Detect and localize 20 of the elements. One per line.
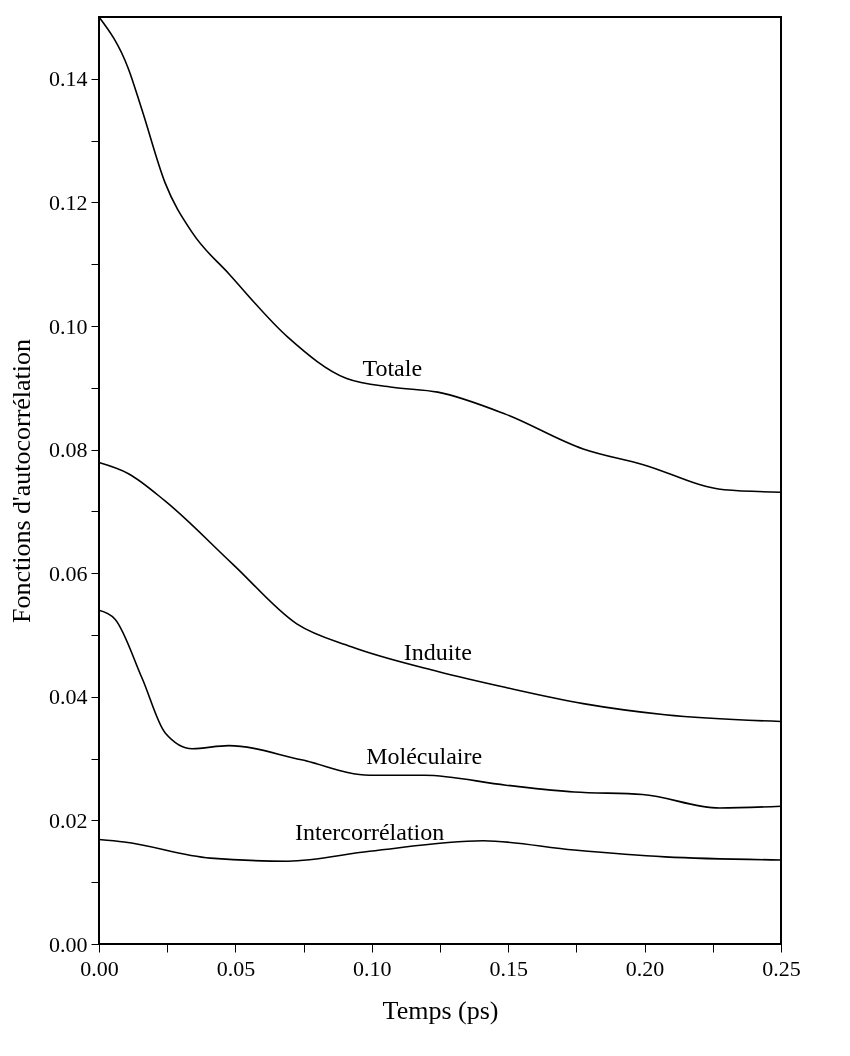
y-tick-label: 0.12 bbox=[49, 189, 88, 215]
series-label: Moléculaire bbox=[366, 743, 483, 770]
y-tick-label: 0.00 bbox=[49, 931, 88, 957]
x-tick-label: 0.00 bbox=[80, 955, 119, 981]
y-tick-label: 0.14 bbox=[49, 66, 88, 92]
x-tick-label: 0.05 bbox=[216, 955, 256, 981]
y-tick-label: 0.02 bbox=[49, 807, 88, 833]
series-label: Induite bbox=[403, 639, 472, 666]
y-tick-label: 0.08 bbox=[49, 437, 88, 463]
y-tick-label: 0.06 bbox=[49, 560, 88, 586]
y-tick-label: 0.10 bbox=[49, 313, 88, 339]
x-tick-label: 0.20 bbox=[625, 955, 665, 981]
series-label: Intercorrélation bbox=[294, 819, 445, 846]
series-label: Totale bbox=[362, 355, 423, 382]
x-tick-label: 0.15 bbox=[489, 955, 528, 981]
y-axis-title: Fonctions d'autocorrélation bbox=[7, 338, 36, 624]
x-axis-title: Temps (ps) bbox=[382, 995, 499, 1025]
x-tick-label: 0.25 bbox=[762, 955, 801, 981]
x-tick-label: 0.10 bbox=[353, 955, 392, 981]
y-tick-label: 0.04 bbox=[49, 684, 88, 710]
